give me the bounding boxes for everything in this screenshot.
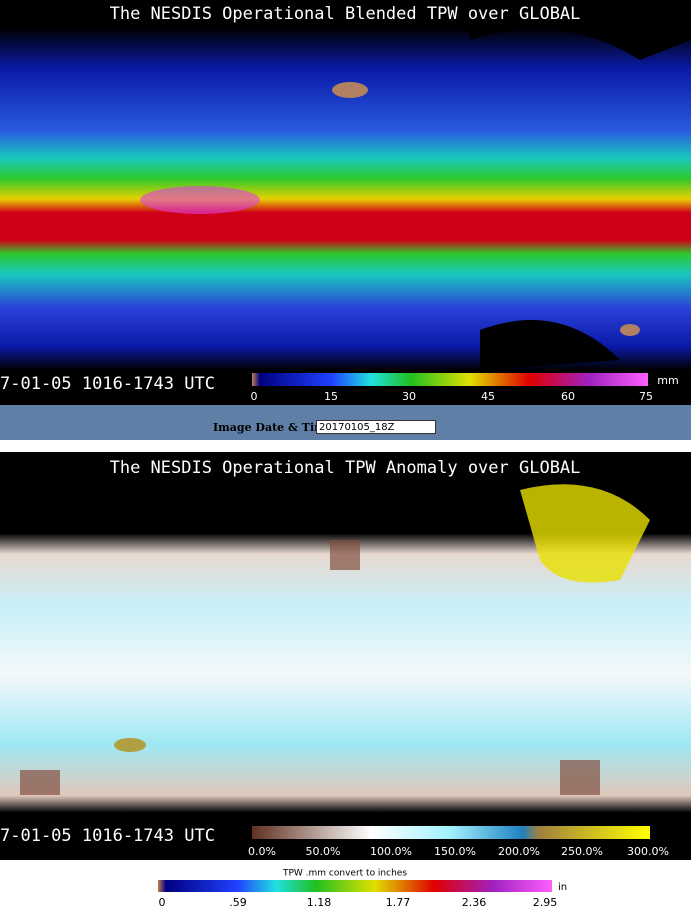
scale-label: 300.0%	[627, 845, 669, 858]
scale-label: 1.18	[307, 896, 332, 909]
title: The NESDIS Operational TPW Anomaly over …	[110, 458, 581, 478]
map-feature	[140, 186, 260, 214]
scale-label: 60	[561, 390, 575, 403]
scale-label: 100.0%	[370, 845, 412, 858]
unit: mm	[657, 374, 678, 387]
scale-label: 2.95	[533, 896, 558, 909]
top-panel: The NESDIS Operational Blended TPW over …	[0, 0, 691, 405]
scale-label: 0	[251, 390, 258, 403]
scale-label: 15	[324, 390, 338, 403]
scale-label: 75	[639, 390, 653, 403]
caption: TPW .mm convert to inches	[282, 869, 407, 879]
land	[620, 324, 640, 336]
colorbar	[158, 880, 552, 892]
colorbar	[252, 373, 648, 386]
map-feature	[114, 738, 146, 752]
land	[480, 320, 620, 370]
scale-label: 150.0%	[434, 845, 476, 858]
scale-label: 50.0%	[306, 845, 341, 858]
date-input[interactable]	[316, 420, 436, 434]
map-feature	[520, 484, 650, 583]
map-feature	[560, 760, 600, 795]
scale-label: 2.36	[462, 896, 487, 909]
land	[470, 28, 691, 60]
unit: in	[558, 882, 567, 893]
scale-label: 30	[402, 390, 416, 403]
scale-label: 0.0%	[248, 845, 276, 858]
map-feature	[20, 770, 60, 795]
map-feature	[330, 540, 360, 570]
scale-label: 1.77	[386, 896, 411, 909]
scale-label: 250.0%	[561, 845, 603, 858]
tpw-map	[0, 28, 691, 370]
scale-label: 45	[481, 390, 495, 403]
inch-scale: TPW .mm convert to inches 0 .59 1.18 1.77 2.…	[158, 869, 567, 909]
bottom-panel: The NESDIS Operational TPW Anomaly over …	[0, 452, 691, 860]
colorbar	[252, 826, 650, 839]
date-form: Image Date & Time:	[0, 405, 691, 440]
scale-label: 0	[159, 896, 166, 909]
form-label: Image Date & Time:	[213, 421, 337, 434]
timestamp: 7-01-05 1016-1743 UTC	[0, 826, 215, 846]
timestamp: 7-01-05 1016-1743 UTC	[0, 374, 215, 394]
scale-label: 200.0%	[498, 845, 540, 858]
scale-label: .59	[229, 896, 247, 909]
land	[332, 82, 368, 98]
title: The NESDIS Operational Blended TPW over …	[110, 4, 581, 24]
